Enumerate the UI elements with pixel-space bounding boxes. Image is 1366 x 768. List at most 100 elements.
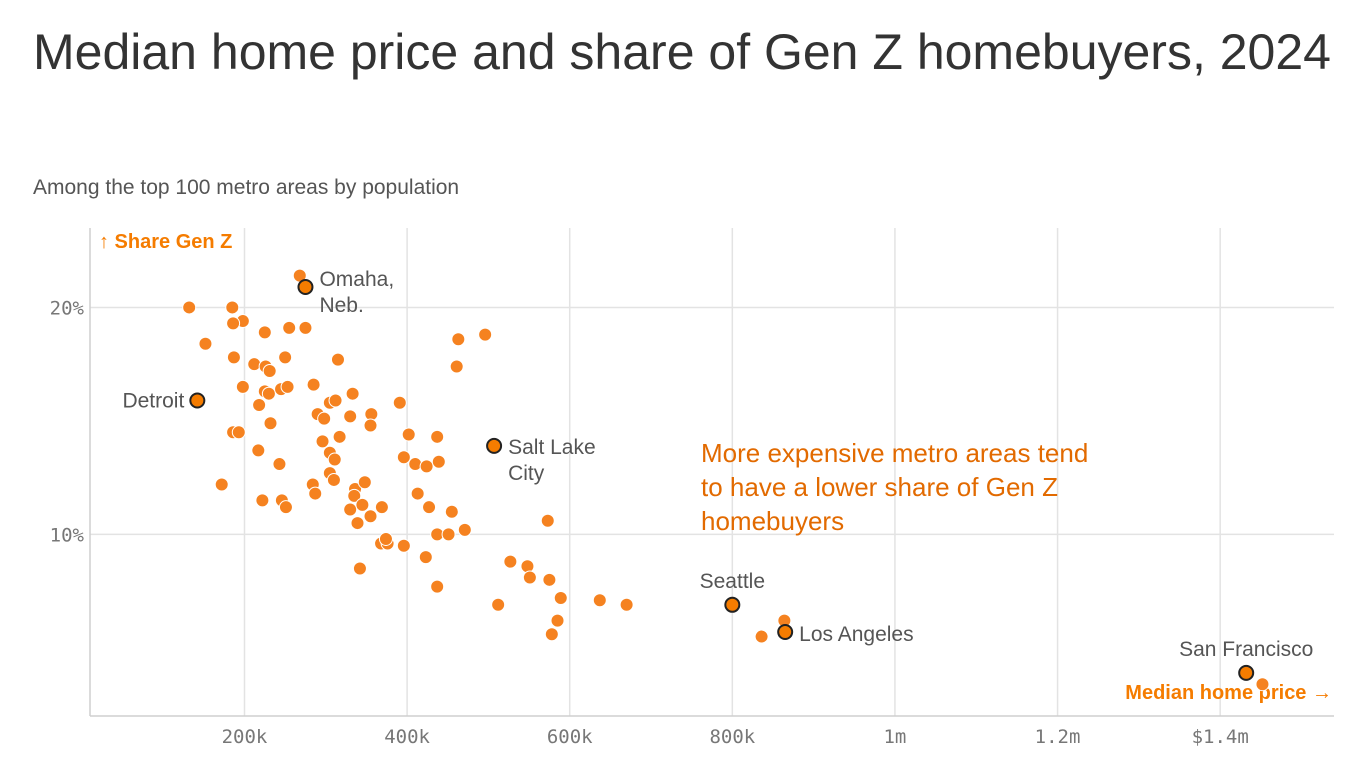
data-point bbox=[592, 593, 607, 608]
data-point bbox=[363, 418, 378, 433]
point-label: Seattle bbox=[700, 570, 765, 593]
data-point bbox=[522, 570, 537, 585]
data-point bbox=[410, 486, 425, 501]
data-point bbox=[280, 379, 295, 394]
data-point bbox=[401, 427, 416, 442]
chart-subtitle: Among the top 100 metro areas by populat… bbox=[33, 176, 460, 199]
point-label: Detroit bbox=[122, 390, 184, 413]
data-point bbox=[392, 395, 407, 410]
data-point bbox=[378, 531, 393, 546]
point-label-line: Neb. bbox=[319, 294, 363, 317]
data-point bbox=[306, 377, 321, 392]
data-points bbox=[182, 268, 1270, 692]
annotation-line: to have a lower share of Gen Z bbox=[701, 472, 1058, 502]
data-point bbox=[544, 627, 559, 642]
data-point bbox=[444, 504, 459, 519]
highlighted-points: Omaha, Neb. Detroit Salt Lake City Seattle Los… bbox=[122, 268, 1313, 681]
data-point bbox=[374, 500, 389, 515]
highlighted-point bbox=[297, 279, 314, 296]
point-label-line: City bbox=[508, 462, 545, 485]
x-tick-label: 600k bbox=[547, 726, 593, 748]
annotation-line: homebuyers bbox=[701, 506, 844, 536]
data-point bbox=[478, 327, 493, 342]
data-point bbox=[226, 350, 241, 365]
y-tick-label: 10% bbox=[50, 524, 85, 546]
data-point bbox=[550, 613, 565, 628]
highlighted-point bbox=[777, 624, 794, 641]
gridlines bbox=[90, 228, 1334, 716]
data-point bbox=[231, 425, 246, 440]
data-point bbox=[327, 452, 342, 467]
data-point bbox=[431, 454, 446, 469]
data-point bbox=[418, 550, 433, 565]
y-tick-label: 20% bbox=[50, 297, 85, 319]
data-point bbox=[553, 590, 568, 605]
data-point bbox=[282, 320, 297, 335]
data-point bbox=[441, 527, 456, 542]
point-label-line: Salt Lake bbox=[508, 436, 596, 459]
point-label: Salt Lake City bbox=[508, 436, 596, 485]
data-point bbox=[430, 429, 445, 444]
data-point bbox=[345, 386, 360, 401]
data-point bbox=[263, 416, 278, 431]
x-axis-title: Median home price → bbox=[1125, 682, 1332, 704]
point-label-line: San Francisco bbox=[1179, 638, 1313, 661]
data-point bbox=[355, 497, 370, 512]
data-point bbox=[619, 597, 634, 612]
point-label-line: Seattle bbox=[700, 570, 765, 593]
x-tick-label: 400k bbox=[384, 726, 430, 748]
data-point bbox=[451, 332, 466, 347]
point-label: Omaha, Neb. bbox=[319, 268, 394, 317]
data-point bbox=[343, 409, 358, 424]
data-point bbox=[396, 538, 411, 553]
data-point bbox=[754, 629, 769, 644]
data-point bbox=[182, 300, 197, 315]
data-point bbox=[1255, 677, 1270, 692]
chart-title: Median home price and share of Gen Z hom… bbox=[33, 24, 1331, 80]
data-point bbox=[251, 443, 266, 458]
data-point bbox=[503, 554, 518, 569]
highlighted-point bbox=[486, 437, 503, 454]
data-point bbox=[272, 457, 287, 472]
data-point bbox=[540, 513, 555, 528]
data-point bbox=[330, 352, 345, 367]
data-point bbox=[278, 500, 293, 515]
data-point bbox=[520, 559, 535, 574]
data-point bbox=[326, 472, 341, 487]
data-point bbox=[328, 393, 343, 408]
data-point bbox=[235, 379, 250, 394]
data-point bbox=[198, 336, 213, 351]
point-label: Los Angeles bbox=[799, 623, 913, 646]
data-point bbox=[252, 398, 267, 413]
x-tick-label: 200k bbox=[222, 726, 268, 748]
data-point bbox=[317, 411, 332, 426]
data-point bbox=[262, 363, 277, 378]
y-axis-title: ↑ Share Gen Z bbox=[99, 231, 232, 253]
point-label-line: Detroit bbox=[122, 390, 184, 413]
data-point bbox=[419, 459, 434, 474]
data-point bbox=[247, 357, 262, 372]
data-point bbox=[261, 386, 276, 401]
point-label-line: Los Angeles bbox=[799, 623, 913, 646]
data-point bbox=[214, 477, 229, 492]
data-point bbox=[332, 429, 347, 444]
data-point bbox=[363, 509, 378, 524]
data-point bbox=[255, 493, 270, 508]
point-label: San Francisco bbox=[1179, 638, 1313, 661]
x-tick-label: 800k bbox=[709, 726, 755, 748]
data-point bbox=[542, 572, 557, 587]
data-point bbox=[347, 488, 362, 503]
annotation-line: More expensive metro areas tend bbox=[701, 438, 1088, 468]
data-point bbox=[225, 300, 240, 315]
highlighted-point bbox=[189, 392, 206, 409]
data-point bbox=[352, 561, 367, 576]
x-tick-label: 1.2m bbox=[1035, 726, 1081, 748]
data-point bbox=[226, 316, 241, 331]
x-tick-label: 1m bbox=[883, 726, 906, 748]
data-point bbox=[308, 486, 323, 501]
data-point bbox=[350, 516, 365, 531]
point-label-line: Omaha, bbox=[319, 268, 394, 291]
highlighted-point bbox=[724, 596, 741, 613]
data-point bbox=[343, 502, 358, 517]
